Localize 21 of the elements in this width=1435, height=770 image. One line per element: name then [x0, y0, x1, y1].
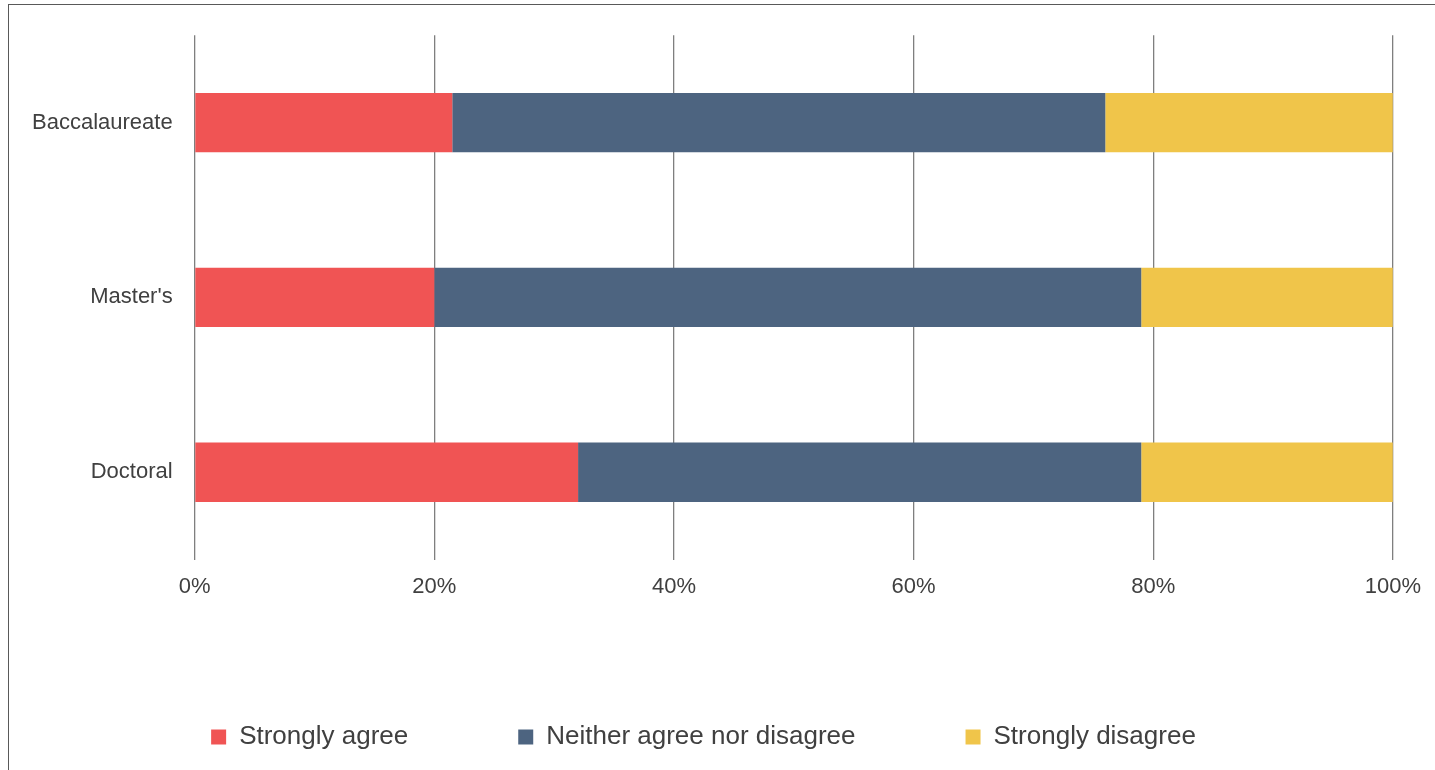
bar: [195, 442, 579, 502]
x-tick-label: 100%: [1364, 572, 1422, 598]
x-tick-label: 80%: [1131, 572, 1176, 598]
bar: [578, 442, 1142, 502]
legend-label: Strongly disagree: [993, 720, 1196, 751]
x-tick-label: 0%: [178, 572, 211, 598]
legend-label: Strongly agree: [239, 720, 409, 751]
bar: [1105, 92, 1393, 153]
y-tick-label: Doctoral: [90, 458, 173, 484]
bar: [1141, 442, 1393, 502]
x-tick-label: 40%: [651, 572, 696, 598]
bar: [452, 92, 1106, 153]
x-tick-label: 20%: [412, 572, 457, 598]
y-tick-label: Master's: [90, 283, 173, 309]
bar: [434, 267, 1142, 328]
x-tick-label: 60%: [891, 572, 936, 598]
y-tick-label: Baccalaureate: [31, 108, 173, 134]
bar: [1141, 267, 1393, 328]
bar: [195, 267, 435, 328]
bar: [195, 92, 453, 153]
legend-label: Neither agree nor disagree: [546, 720, 856, 751]
